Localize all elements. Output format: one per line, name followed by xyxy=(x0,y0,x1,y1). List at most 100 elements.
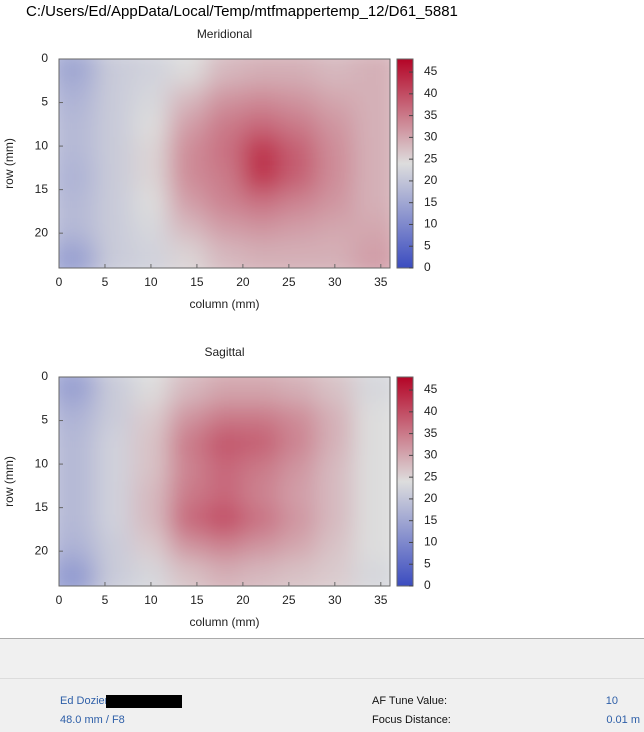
y-axis-label: row (mm) xyxy=(2,456,16,507)
heat-cell xyxy=(95,507,134,535)
heat-cell xyxy=(353,481,390,509)
heat-cell xyxy=(316,455,354,482)
x-tick-label: 35 xyxy=(374,593,388,607)
heat-cell xyxy=(206,59,244,86)
heat-cell xyxy=(242,163,281,191)
heat-cell xyxy=(279,533,317,561)
colorbar-tick-label: 20 xyxy=(424,491,438,505)
x-tick-label: 25 xyxy=(282,275,296,289)
heatmap-cells xyxy=(59,377,390,586)
heat-cell xyxy=(316,241,354,268)
heat-cell xyxy=(59,403,97,430)
heat-cell xyxy=(169,85,207,112)
chart-title: Meridional xyxy=(197,27,252,41)
heat-cell xyxy=(206,559,244,586)
heat-cell xyxy=(316,137,354,164)
x-tick-label: 30 xyxy=(328,593,342,607)
heat-cell xyxy=(316,481,354,509)
y-tick-label: 20 xyxy=(35,543,49,557)
heat-cell xyxy=(132,189,170,217)
heat-cell xyxy=(132,215,170,243)
x-tick-label: 35 xyxy=(374,275,388,289)
heat-cell xyxy=(95,111,134,138)
y-tick-label: 0 xyxy=(41,369,48,383)
heat-cell xyxy=(169,59,207,86)
heat-cell xyxy=(59,163,97,191)
x-tick-label: 25 xyxy=(282,593,296,607)
heat-cell xyxy=(132,429,170,456)
heat-cell xyxy=(206,507,244,535)
focus-label: Focus Distance: xyxy=(372,714,451,726)
heat-cell xyxy=(59,507,97,535)
heat-cell xyxy=(169,403,207,430)
colorbar-tick-label: 10 xyxy=(424,535,438,549)
heat-cell xyxy=(353,507,390,535)
window-title: C:/Users/Ed/AppData/Local/Temp/mtfmapper… xyxy=(26,3,458,20)
x-tick-label: 15 xyxy=(190,275,204,289)
heat-cell xyxy=(353,533,390,561)
heat-cell xyxy=(206,429,244,456)
heat-cell xyxy=(59,481,97,509)
heat-cell xyxy=(279,377,317,404)
heat-cell xyxy=(316,59,354,86)
heat-cell xyxy=(353,189,390,217)
colorbar-tick-label: 45 xyxy=(424,64,438,78)
heatmap xyxy=(59,59,390,268)
heat-cell xyxy=(95,85,134,112)
heat-cell xyxy=(279,429,317,456)
heat-cell xyxy=(279,403,317,430)
colorbar-tick-label: 40 xyxy=(424,404,438,418)
heat-cell xyxy=(316,163,354,191)
heat-cell xyxy=(316,85,354,112)
heat-cell xyxy=(242,455,281,482)
heat-cell xyxy=(59,59,97,86)
colorbar-tick-label: 0 xyxy=(424,578,431,592)
heat-cell xyxy=(242,377,281,404)
heat-cell xyxy=(95,163,134,191)
colorbar-tick-label: 15 xyxy=(424,513,438,527)
heat-cell xyxy=(242,403,281,430)
heat-cell xyxy=(132,559,170,586)
heatmap-cells xyxy=(59,59,390,268)
heat-cell xyxy=(242,241,281,268)
heat-cell xyxy=(169,241,207,268)
heat-cell xyxy=(279,215,317,243)
heat-cell xyxy=(169,455,207,482)
heat-cell xyxy=(206,215,244,243)
heat-cell xyxy=(279,507,317,535)
heat-cell xyxy=(316,215,354,243)
y-tick-label: 15 xyxy=(35,500,49,514)
heat-cell xyxy=(242,215,281,243)
colorbar-tick-label: 5 xyxy=(424,238,431,252)
heat-cell xyxy=(206,189,244,217)
colorbar xyxy=(396,376,414,587)
heat-cell xyxy=(132,59,170,86)
heat-cell xyxy=(206,455,244,482)
heat-cell xyxy=(59,111,97,138)
heat-cell xyxy=(353,85,390,112)
heat-cell xyxy=(206,403,244,430)
heat-cell xyxy=(353,429,390,456)
heat-cell xyxy=(132,111,170,138)
y-tick-label: 15 xyxy=(35,182,49,196)
heat-cell xyxy=(59,533,97,561)
plot-frame xyxy=(58,376,391,587)
heat-cell xyxy=(316,429,354,456)
heat-cell xyxy=(279,241,317,268)
colorbar-tick-label: 30 xyxy=(424,130,438,144)
x-tick-label: 30 xyxy=(328,275,342,289)
colorbar xyxy=(396,58,414,269)
heat-cell xyxy=(95,455,134,482)
heat-cell xyxy=(242,111,281,138)
heat-cell xyxy=(95,533,134,561)
heat-cell xyxy=(353,137,390,164)
heat-cell xyxy=(316,403,354,430)
heat-cell xyxy=(169,215,207,243)
x-tick-label: 10 xyxy=(144,593,158,607)
heat-cell xyxy=(59,455,97,482)
heat-cell xyxy=(95,481,134,509)
heat-cell xyxy=(316,111,354,138)
heat-cell xyxy=(59,241,97,268)
photographer: Ed Dozier xyxy=(60,695,109,707)
